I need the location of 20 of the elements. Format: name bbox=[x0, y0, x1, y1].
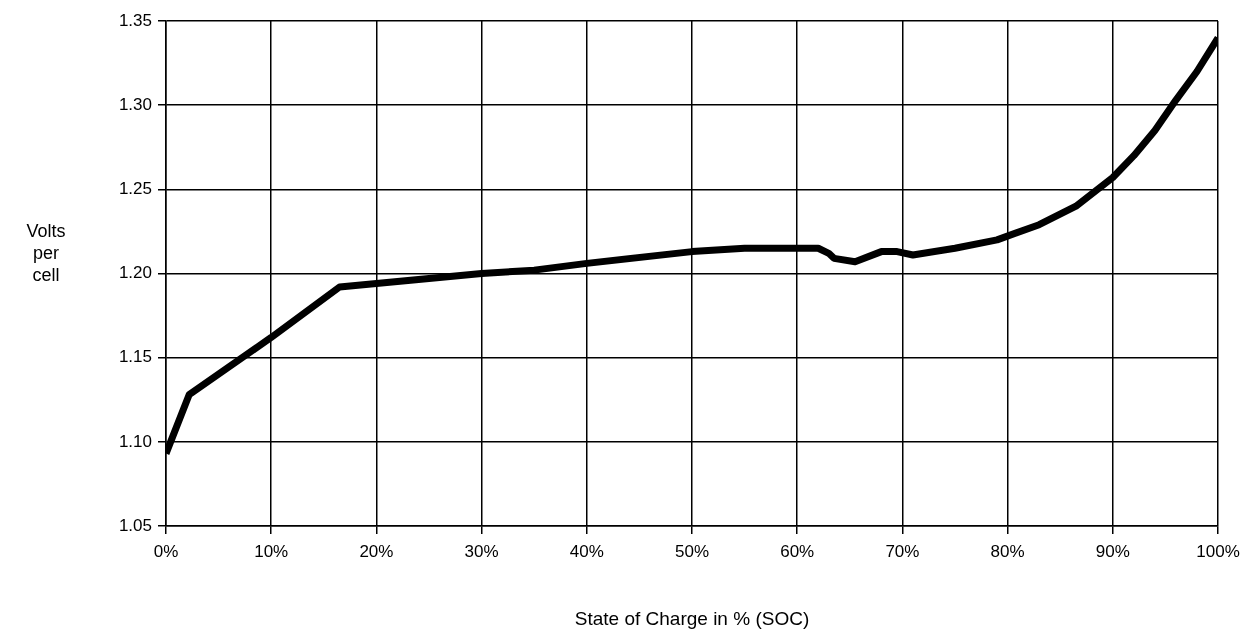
y-axis-title: Volts per cell bbox=[25, 220, 67, 286]
y-tick-label: 1.10 bbox=[118, 431, 152, 451]
x-tick-label: 20% bbox=[359, 541, 394, 561]
x-tick-label: 30% bbox=[464, 541, 499, 561]
x-tick-label: 0% bbox=[153, 541, 179, 561]
y-tick-label: 1.25 bbox=[118, 179, 152, 199]
y-tick-label: 1.35 bbox=[118, 10, 152, 30]
x-tick-label: 40% bbox=[569, 541, 604, 561]
x-tick-label: 70% bbox=[885, 541, 920, 561]
x-axis-title: State of Charge in % (SOC) bbox=[574, 607, 810, 629]
y-tick-label: 1.30 bbox=[118, 94, 152, 114]
y-tick-label: 1.15 bbox=[118, 347, 152, 367]
x-tick-label: 10% bbox=[254, 541, 289, 561]
x-tick-label: 90% bbox=[1095, 541, 1130, 561]
x-tick-label: 100% bbox=[1196, 541, 1240, 561]
y-tick-label: 1.20 bbox=[118, 263, 152, 283]
x-tick-label: 50% bbox=[674, 541, 710, 561]
x-tick-label: 80% bbox=[990, 541, 1025, 561]
x-tick-label: 60% bbox=[780, 541, 815, 561]
y-tick-label: 1.05 bbox=[118, 515, 152, 535]
